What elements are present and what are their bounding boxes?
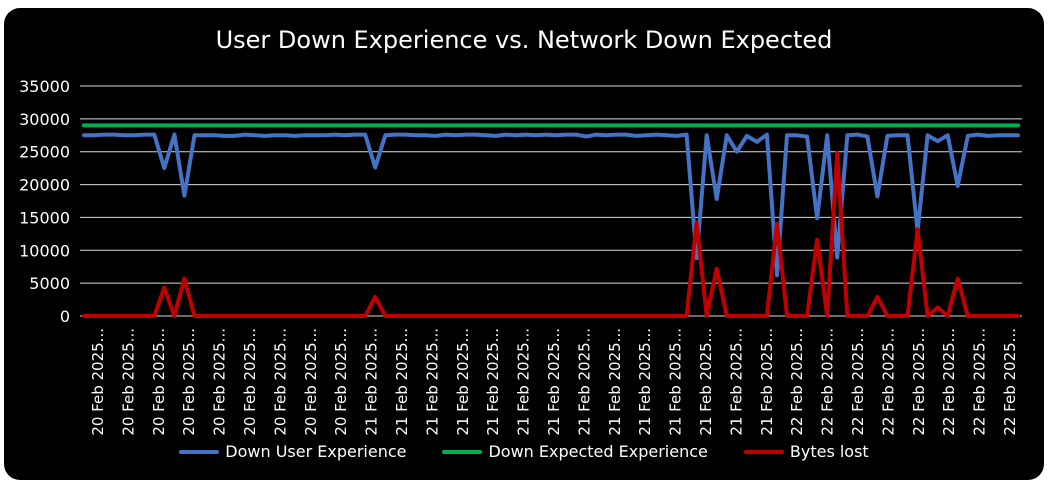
x-tick-label: 21 Feb 2025... [545, 328, 563, 436]
x-tick-label: 22 Feb 2025... [910, 328, 928, 436]
x-axis-tick-labels: 20 Feb 2025... 20 Feb 2025... 20 Feb 2025.… [89, 328, 1019, 436]
y-tick-label: 35000 [19, 77, 70, 96]
legend-swatch-down-expected-experience [442, 449, 483, 454]
legend-label-down-expected-experience: Down Expected Experience [488, 442, 708, 461]
x-tick-label: 21 Feb 2025... [393, 328, 411, 436]
x-tick-label: 22 Feb 2025... [1001, 328, 1019, 436]
chart-frame: User Down Experience vs. Network Down Ex… [4, 8, 1044, 480]
x-tick-label: 22 Feb 2025... [788, 328, 806, 436]
legend-swatch-bytes-lost [743, 449, 784, 454]
y-tick-label: 0 [60, 307, 70, 326]
series-line-bytes-lost [82, 151, 1020, 318]
x-tick-label: 22 Feb 2025... [849, 328, 867, 436]
legend-item-bytes-lost: Bytes lost [743, 442, 869, 461]
x-tick-label: 21 Feb 2025... [727, 328, 745, 436]
y-tick-label: 5000 [29, 274, 70, 293]
chart-title: User Down Experience vs. Network Down Ex… [215, 26, 833, 54]
x-tick-label: 20 Feb 2025... [89, 328, 107, 436]
y-tick-label: 15000 [19, 208, 70, 227]
legend-swatch-down-user-experience [179, 449, 220, 454]
legend-item-down-user-experience: Down User Experience [179, 442, 406, 461]
y-tick-label: 30000 [19, 110, 70, 129]
x-tick-label: 20 Feb 2025... [150, 328, 168, 436]
x-tick-label: 20 Feb 2025... [119, 328, 137, 436]
y-tick-label: 20000 [19, 176, 70, 195]
x-tick-label: 21 Feb 2025... [363, 328, 381, 436]
line-chart: 0 5000 10000 15000 20000 25000 30000 35000 20 F… [19, 77, 1022, 436]
x-tick-label: 22 Feb 2025... [879, 328, 897, 436]
x-tick-label: 21 Feb 2025... [758, 328, 776, 436]
x-tick-label: 21 Feb 2025... [697, 328, 715, 436]
x-tick-label: 21 Feb 2025... [606, 328, 624, 436]
x-tick-label: 20 Feb 2025... [271, 328, 289, 436]
x-tick-label: 20 Feb 2025... [211, 328, 229, 436]
y-axis-tick-labels: 0 5000 10000 15000 20000 25000 30000 35000 [19, 77, 70, 326]
x-tick-label: 20 Feb 2025... [332, 328, 350, 436]
x-tick-label: 20 Feb 2025... [241, 328, 259, 436]
x-tick-label: 20 Feb 2025... [180, 328, 198, 436]
series-line-down-user-experience [82, 132, 1020, 278]
legend-label-bytes-lost: Bytes lost [789, 442, 869, 461]
gridlines [80, 85, 1022, 317]
y-tick-label: 25000 [19, 143, 70, 162]
x-tick-label: 21 Feb 2025... [667, 328, 685, 436]
x-tick-label: 21 Feb 2025... [423, 328, 441, 436]
x-tick-label: 21 Feb 2025... [575, 328, 593, 436]
x-tick-label: 22 Feb 2025... [819, 328, 837, 436]
x-tick-label: 21 Feb 2025... [636, 328, 654, 436]
x-tick-label: 22 Feb 2025... [940, 328, 958, 436]
x-tick-label: 21 Feb 2025... [454, 328, 472, 436]
x-tick-label: 22 Feb 2025... [971, 328, 989, 436]
legend-item-down-expected-experience: Down Expected Experience [442, 442, 708, 461]
x-tick-label: 20 Feb 2025... [302, 328, 320, 436]
y-tick-label: 10000 [19, 241, 70, 260]
legend-label-down-user-experience: Down User Experience [225, 442, 407, 461]
legend: Down User Experience Down Expected Exper… [4, 442, 1044, 461]
x-tick-label: 21 Feb 2025... [515, 328, 533, 436]
series-lines [82, 123, 1020, 318]
x-tick-label: 21 Feb 2025... [484, 328, 502, 436]
